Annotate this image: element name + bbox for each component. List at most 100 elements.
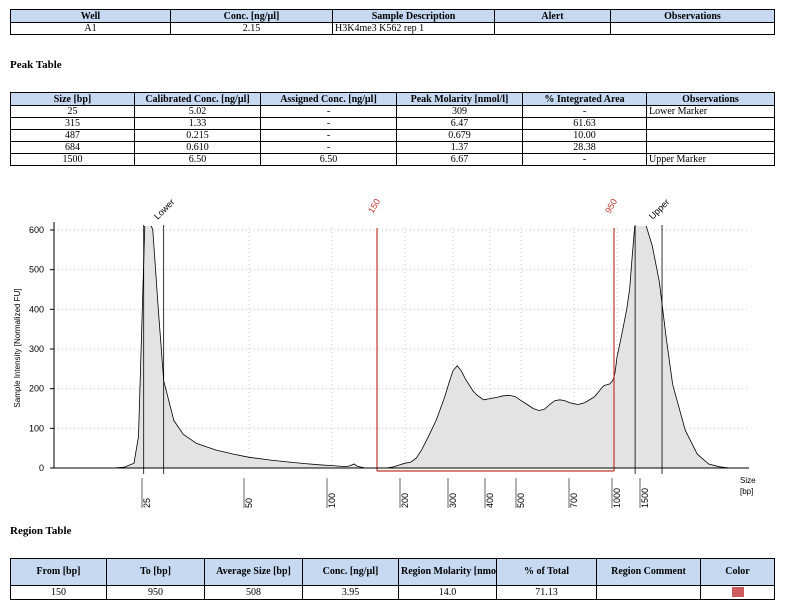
well-table-header-cell: Well — [10, 9, 171, 23]
region-table-header-cell: To [bp] — [106, 558, 205, 586]
y-tick-label: 400 — [29, 304, 44, 314]
table-cell: 6.50 — [260, 153, 397, 166]
region-boundary-label: 950 — [603, 197, 619, 215]
x-tick-label: 200 — [400, 493, 410, 508]
table-cell: 5.02 — [134, 105, 261, 118]
trace-area — [54, 226, 749, 468]
x-tick-label: 50 — [244, 498, 254, 508]
table-cell: A1 — [10, 22, 171, 35]
peak-table: Size [bp] Calibrated Conc. [ng/µl] Assigne… — [10, 92, 775, 166]
table-cell: - — [260, 105, 397, 118]
table-cell — [646, 141, 775, 154]
table-cell: 25 — [10, 105, 135, 118]
table-cell: 6.67 — [396, 153, 523, 166]
table-cell: 61.63 — [522, 117, 647, 130]
table-cell: Lower Marker — [646, 105, 775, 118]
region-table-header-cell: Region Comment — [596, 558, 701, 586]
peak-table-header-cell: Size [bp] — [10, 92, 135, 106]
well-table-header-cell: Observations — [610, 9, 775, 23]
x-tick-label: 400 — [485, 493, 495, 508]
electropherogram-chart: 0 100 200 300 400 500 600 Lower Upper 150 950 25 50 1… — [13, 197, 756, 508]
table-row: 25 5.02-309- Lower Marker — [10, 105, 775, 118]
x-tick-label: 1000 — [612, 488, 622, 508]
well-table-header-cell: Sample Description — [332, 9, 495, 23]
table-cell: 2.15 — [170, 22, 333, 35]
table-row: 487 0.215-0.679 10.00 — [10, 129, 775, 142]
x-tick-label: 700 — [569, 493, 579, 508]
table-cell: H3K4me3 K562 rep 1 — [332, 22, 495, 35]
table-cell: 150 — [10, 585, 107, 600]
table-cell: 6.47 — [396, 117, 523, 130]
table-cell: 28.38 — [522, 141, 647, 154]
table-cell: - — [260, 129, 397, 142]
peak-table-header-row: Size [bp] Calibrated Conc. [ng/µl] Assigne… — [10, 92, 775, 106]
table-cell: 1.37 — [396, 141, 523, 154]
y-axis-title: Sample Intensity [Normalized FU] — [13, 288, 22, 407]
region-table: From [bp] To [bp] Average Size [bp] Conc. [… — [10, 558, 775, 600]
peak-table-header-cell: Assigned Conc. [ng/µl] — [260, 92, 397, 106]
table-cell: 3.95 — [302, 585, 399, 600]
peak-table-header-cell: Peak Molarity [nmol/l] — [396, 92, 523, 106]
region-boundary-label: 150 — [366, 197, 382, 215]
y-tick-label: 0 — [39, 463, 44, 473]
x-tick-label: 1500 — [640, 488, 650, 508]
table-cell: - — [522, 105, 647, 118]
table-row: 150 950 508 3.95 14.0 71.13 — [10, 585, 775, 600]
x-axis-title: [bp] — [740, 487, 753, 496]
table-cell: 6.50 — [134, 153, 261, 166]
table-row: A1 2.15 H3K4me3 K562 rep 1 — [10, 22, 775, 35]
table-cell — [596, 585, 701, 600]
table-cell — [646, 129, 775, 142]
table-cell — [646, 117, 775, 130]
table-cell: 1500 — [10, 153, 135, 166]
table-cell: Upper Marker — [646, 153, 775, 166]
table-cell: 309 — [396, 105, 523, 118]
table-cell: 0.679 — [396, 129, 523, 142]
table-cell: 684 — [10, 141, 135, 154]
table-cell: 14.0 — [398, 585, 497, 600]
well-table-header-row: Well Conc. [ng/µl] Sample Description Alert… — [10, 9, 775, 23]
well-table-header-cell: Conc. [ng/µl] — [170, 9, 333, 23]
region-table-header-cell: Region Molarity [nmol/l] — [398, 558, 497, 586]
table-cell: - — [260, 117, 397, 130]
table-cell: 71.13 — [496, 585, 597, 600]
region-table-header-cell: Color — [700, 558, 775, 586]
peak-table-header-cell: Observations — [646, 92, 775, 106]
marker-label: Lower — [152, 197, 176, 221]
x-tick-label: 500 — [516, 493, 526, 508]
table-cell: 10.00 — [522, 129, 647, 142]
well-table: Well Conc. [ng/µl] Sample Description Alert… — [10, 9, 775, 35]
table-cell: 0.610 — [134, 141, 261, 154]
region-table-header-cell: % of Total — [496, 558, 597, 586]
table-cell: 508 — [204, 585, 303, 600]
table-row: 315 1.33-6.47 61.63 — [10, 117, 775, 130]
table-cell: 0.215 — [134, 129, 261, 142]
x-tick-label: 100 — [327, 493, 337, 508]
table-cell: 315 — [10, 117, 135, 130]
table-cell: 487 — [10, 129, 135, 142]
region-table-header-cell: Conc. [ng/µl] — [302, 558, 399, 586]
trace-line — [54, 226, 749, 468]
table-cell — [494, 22, 611, 35]
y-tick-label: 600 — [29, 225, 44, 235]
table-cell — [700, 585, 775, 600]
y-tick-label: 300 — [29, 344, 44, 354]
table-row: 684 0.610-1.37 28.38 — [10, 141, 775, 154]
peak-table-header-cell: % Integrated Area — [522, 92, 647, 106]
y-tick-label: 200 — [29, 384, 44, 394]
peak-table-header-cell: Calibrated Conc. [ng/µl] — [134, 92, 261, 106]
y-tick-label: 100 — [29, 423, 44, 433]
table-cell — [610, 22, 775, 35]
x-axis-title: Size — [740, 476, 756, 485]
table-cell: 1.33 — [134, 117, 261, 130]
region-color-swatch — [731, 587, 744, 598]
y-tick-label: 500 — [29, 265, 44, 275]
table-row: 1500 6.50 6.50 6.67- Upper Marker — [10, 153, 775, 166]
x-tick-label: 300 — [448, 493, 458, 508]
region-table-header-row: From [bp] To [bp] Average Size [bp] Conc. [… — [10, 558, 775, 586]
peak-table-title: Peak Table — [10, 59, 62, 71]
table-cell: - — [522, 153, 647, 166]
region-table-header-cell: From [bp] — [10, 558, 107, 586]
well-table-header-cell: Alert — [494, 9, 611, 23]
x-tick-label: 25 — [142, 498, 152, 508]
